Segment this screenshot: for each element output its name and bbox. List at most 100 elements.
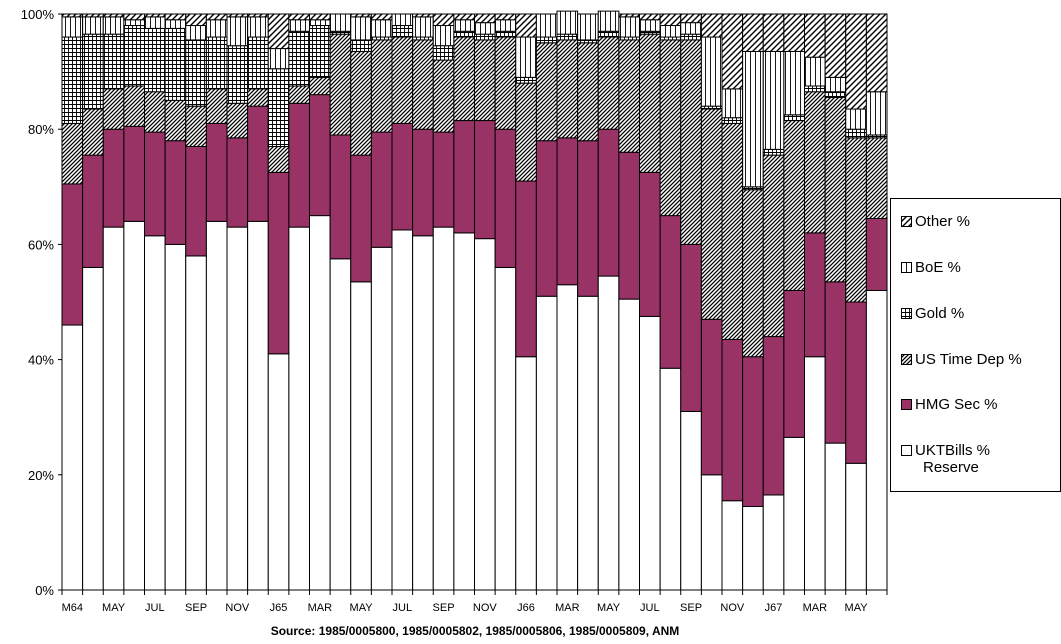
- bar-segment-vertical: [123, 19, 146, 27]
- bar-segment-white: [742, 505, 764, 591]
- bar-segment-vertical: [309, 19, 331, 27]
- bar-segment-diag-dense: [804, 91, 826, 234]
- bar-segment-white: [370, 246, 393, 591]
- bar-segment-solid: [680, 243, 702, 412]
- bar-segment-solid: [309, 94, 331, 217]
- bar-segment-diag-dense: [205, 88, 228, 124]
- bar-segment-vertical: [639, 19, 661, 32]
- legend-label: UKTBills % Reserve: [915, 442, 991, 476]
- bar-segment-vertical: [82, 16, 104, 35]
- bar-segment-vertical: [432, 25, 455, 47]
- bar-segment-vertical: [762, 50, 785, 150]
- legend-swatch-icon: [901, 445, 912, 456]
- bar-segment-vertical: [391, 13, 414, 27]
- bar-segment-vertical: [164, 19, 187, 29]
- bar-segment-white: [494, 266, 517, 591]
- legend-swatch-icon: [901, 399, 912, 410]
- x-tick-label: MAY: [597, 602, 621, 614]
- x-tick-label: MAR: [555, 602, 580, 614]
- bar-segment-grid: [350, 39, 372, 52]
- bar-segment-diag-dense: [82, 108, 104, 156]
- legend-item: US Time Dep %: [901, 351, 1022, 368]
- bar-segment-white: [412, 235, 434, 591]
- bar-segment-solid: [618, 151, 641, 300]
- bar-segment-solid: [783, 289, 806, 438]
- bar-segment-diag-dense: [618, 39, 641, 153]
- bar-segment-diag-sparse: [350, 13, 372, 18]
- bar-segment-solid: [721, 338, 744, 502]
- bar-segment-diag-sparse: [453, 13, 476, 21]
- bar-segment-white: [680, 410, 702, 591]
- bar-segment-solid: [391, 122, 414, 231]
- bar-segment-white: [82, 266, 104, 591]
- bar-segment-solid: [865, 217, 888, 291]
- bar-segment-diag-dense: [721, 122, 744, 340]
- bar-segment-diag-sparse: [659, 13, 682, 27]
- bar-segment-diag-dense: [123, 85, 146, 127]
- bar-segment-diag-sparse: [494, 13, 517, 21]
- y-tick-label: 20%: [28, 468, 54, 483]
- bar-segment-diag-sparse: [762, 13, 785, 52]
- bar-segment-solid: [474, 120, 496, 240]
- bar-segment-solid: [762, 336, 785, 496]
- bar-segment-white: [804, 356, 826, 591]
- bar-segment-solid: [164, 140, 187, 245]
- bar-segment-solid: [350, 154, 372, 283]
- bar-segment-vertical: [783, 50, 806, 116]
- bar-segment-diag-dense: [515, 82, 537, 182]
- bar-segment-diag-sparse: [309, 13, 331, 21]
- bar-segment-white: [309, 215, 331, 591]
- bar-segment-white: [185, 255, 207, 591]
- bar-segment-grid: [309, 25, 331, 78]
- bar-segment-white: [597, 275, 620, 591]
- bar-segment-white: [226, 226, 249, 591]
- bar-segment-grid: [494, 30, 517, 38]
- bar-segment-solid: [412, 128, 434, 237]
- bar-segment-diag-dense: [412, 39, 434, 130]
- x-tick-label: MAR: [803, 602, 828, 614]
- bar-segment-diag-dense: [597, 36, 620, 130]
- bar-segment-diag-sparse: [226, 13, 249, 18]
- bar-segment-diag-dense: [102, 88, 125, 130]
- bar-segment-vertical: [247, 16, 269, 38]
- bar-segment-vertical: [144, 16, 166, 29]
- legend-swatch-icon: [901, 308, 912, 319]
- bar-segment-solid: [288, 102, 311, 228]
- bar-segment-diag-sparse: [783, 13, 806, 52]
- bar-segment-grid: [680, 33, 702, 41]
- bar-segment-diag-sparse: [432, 13, 455, 27]
- bar-segment-grid: [824, 91, 847, 99]
- x-tick-label: MAY: [350, 602, 374, 614]
- bar-segment-grid: [82, 33, 104, 110]
- bar-segment-diag-dense: [659, 39, 682, 217]
- bar-segment-diag-dense: [762, 154, 785, 338]
- x-tick-label: J67: [765, 602, 783, 614]
- bar-segment-vertical: [494, 19, 517, 32]
- bar-segment-grid: [144, 27, 166, 93]
- bar-segment-vertical: [618, 16, 641, 38]
- x-tick-label: MAY: [102, 602, 126, 614]
- legend-item: UKTBills % Reserve: [901, 442, 990, 476]
- bar-segment-grid: [556, 33, 579, 41]
- bar-segment-grid: [205, 36, 228, 90]
- bar-segment-diag-sparse: [515, 13, 537, 38]
- bar-segment-vertical: [721, 88, 744, 119]
- legend-label: Gold %: [915, 305, 965, 322]
- bar-segment-grid: [185, 39, 207, 107]
- legend-item: Other %: [901, 213, 970, 230]
- bar-segment-diag-dense: [185, 105, 207, 147]
- bar-segment-vertical: [474, 22, 496, 35]
- bar-segment-white: [515, 356, 537, 591]
- bar-segment-diag-dense: [577, 42, 599, 142]
- bar-segment-white: [205, 220, 228, 591]
- bar-segment-diag-dense: [494, 36, 517, 130]
- bar-segment-grid: [267, 68, 290, 147]
- bar-segment-white: [453, 232, 476, 591]
- x-axis: M64 MAY JUL SEP NOV J65 MAR MAY JUL SEP NOV J66 MAR M…: [61, 589, 888, 614]
- bar-segment-diag-dense: [742, 189, 764, 358]
- bar-segment-white: [659, 367, 682, 591]
- bar-segment-white: [432, 226, 455, 591]
- bar-segment-diag-sparse: [721, 13, 744, 90]
- legend-swatch-icon: [901, 354, 912, 365]
